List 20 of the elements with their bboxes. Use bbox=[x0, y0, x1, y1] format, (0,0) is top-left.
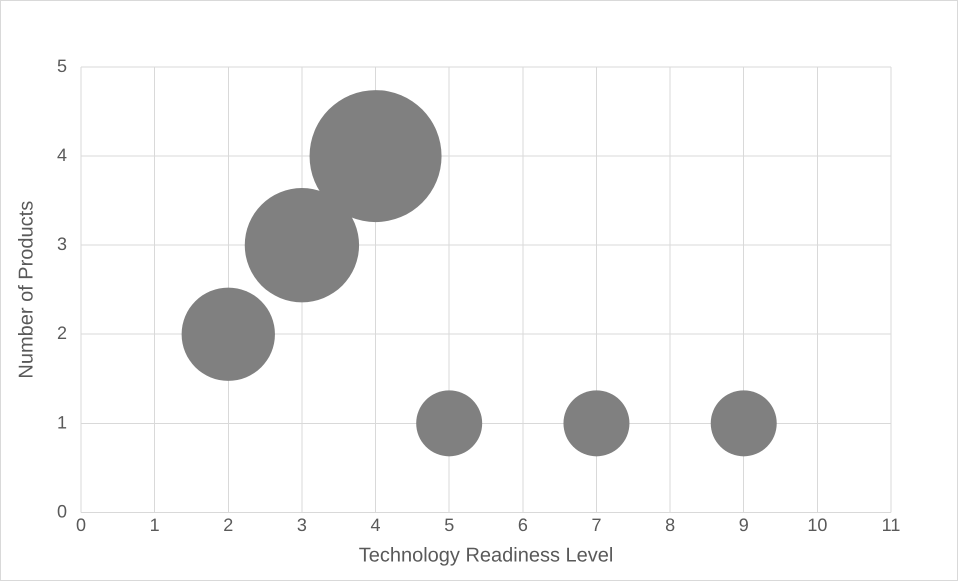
y-tick-label: 2 bbox=[56, 323, 68, 344]
x-tick-label: 1 bbox=[150, 515, 160, 536]
y-tick-label: 4 bbox=[56, 145, 68, 166]
x-tick-label: 3 bbox=[296, 515, 307, 536]
y-tick-label: 1 bbox=[56, 412, 68, 432]
x-tick-label: 11 bbox=[882, 515, 900, 536]
y-tick-label: 0 bbox=[56, 501, 68, 522]
x-tick-label: 4 bbox=[370, 515, 381, 536]
x-tick-label: 10 bbox=[807, 515, 828, 536]
x-tick-label: 8 bbox=[665, 515, 676, 536]
x-tick-label: 6 bbox=[518, 515, 528, 536]
y-axis-title: Number of Products bbox=[16, 200, 38, 379]
y-tick-label: 5 bbox=[56, 56, 68, 76]
x-axis-title: Technology Readiness Level bbox=[358, 544, 614, 567]
x-tick-label: 7 bbox=[591, 515, 602, 536]
x-tick-label: 2 bbox=[223, 515, 234, 536]
y-tick-label: 3 bbox=[56, 234, 68, 254]
x-tick-label: 0 bbox=[76, 515, 86, 536]
x-tick-label: 9 bbox=[738, 515, 749, 536]
x-tick-label: 5 bbox=[444, 515, 454, 536]
